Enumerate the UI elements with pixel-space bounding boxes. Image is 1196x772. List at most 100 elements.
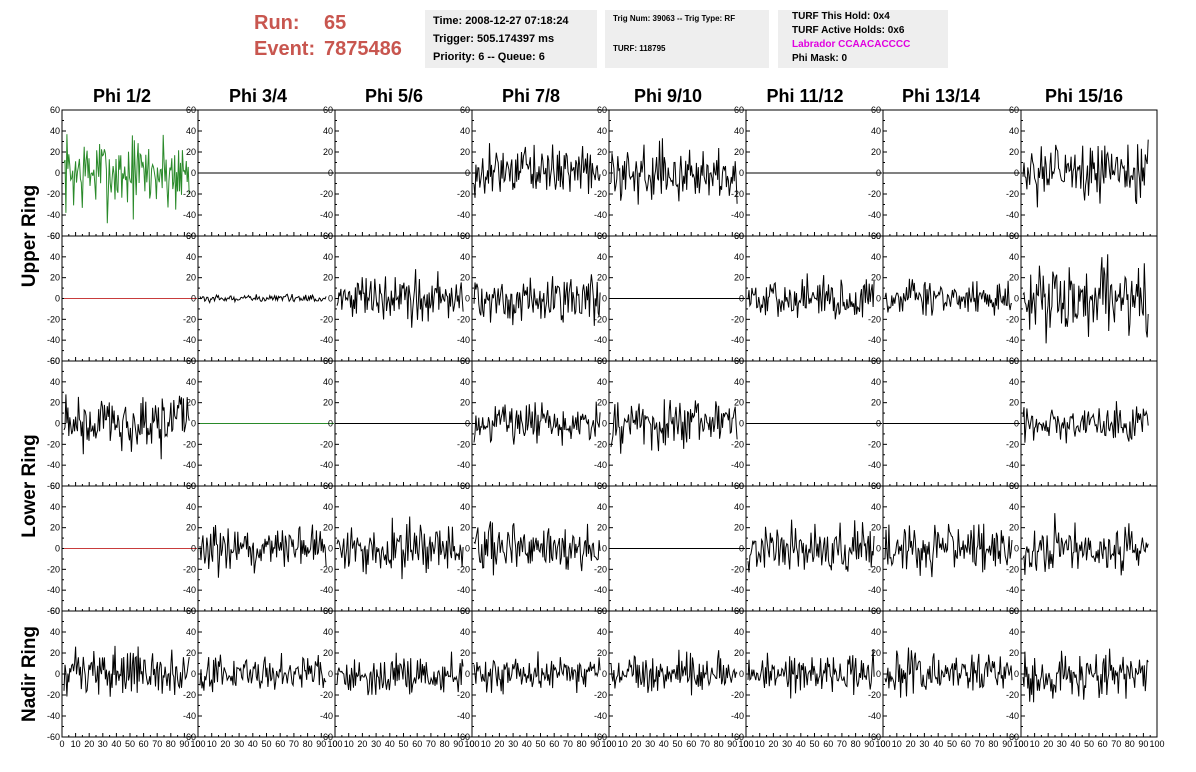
y-tick-label: 60 bbox=[1009, 231, 1019, 241]
y-tick-label: 20 bbox=[734, 273, 744, 283]
x-tick-label: 60 bbox=[1098, 739, 1108, 749]
column-header-phi-1-2: Phi 1/2 bbox=[92, 86, 152, 106]
x-tick-label: 60 bbox=[275, 739, 285, 749]
y-tick-label: -60 bbox=[47, 481, 60, 491]
y-tick-label: 20 bbox=[1009, 523, 1019, 533]
y-tick-label: 60 bbox=[597, 231, 607, 241]
x-tick-label: 90 bbox=[864, 739, 874, 749]
y-tick-label: 0 bbox=[191, 168, 196, 178]
y-tick-label: -60 bbox=[731, 732, 744, 742]
y-tick-label: 20 bbox=[871, 523, 881, 533]
y-tick-label: 0 bbox=[55, 419, 60, 429]
y-tick-label: 60 bbox=[460, 231, 470, 241]
y-tick-label: 0 bbox=[602, 419, 607, 429]
y-tick-label: 60 bbox=[734, 481, 744, 491]
column-header-phi-15-16: Phi 15/16 bbox=[1044, 86, 1124, 106]
time-info-box: Time: 2008-12-27 07:18:24 Trigger: 505.1… bbox=[425, 10, 597, 68]
y-tick-label: -20 bbox=[594, 690, 607, 700]
y-tick-label: 60 bbox=[323, 356, 333, 366]
column-header-phi-9-10: Phi 9/10 bbox=[633, 86, 703, 106]
y-tick-label: -20 bbox=[183, 189, 196, 199]
x-tick-label: 70 bbox=[289, 739, 299, 749]
y-tick-label: 40 bbox=[460, 126, 470, 136]
waveform-trace bbox=[1022, 254, 1149, 344]
y-tick-label: 20 bbox=[734, 398, 744, 408]
y-tick-label: 0 bbox=[55, 544, 60, 554]
y-tick-label: -20 bbox=[320, 439, 333, 449]
x-tick-label: 70 bbox=[837, 739, 847, 749]
y-tick-label: 0 bbox=[739, 669, 744, 679]
x-tick-label: 20 bbox=[768, 739, 778, 749]
column-header-phi-3-4: Phi 3/4 bbox=[228, 86, 288, 106]
y-tick-label: -40 bbox=[457, 460, 470, 470]
waveform-trace bbox=[473, 521, 601, 576]
y-tick-label: -20 bbox=[457, 189, 470, 199]
y-tick-label: 40 bbox=[323, 252, 333, 262]
x-tick-label: 70 bbox=[975, 739, 985, 749]
y-tick-label: -40 bbox=[320, 335, 333, 345]
y-tick-label: 60 bbox=[871, 481, 881, 491]
x-tick-label: 50 bbox=[125, 739, 135, 749]
x-tick-label: 70 bbox=[426, 739, 436, 749]
y-tick-label: 0 bbox=[191, 669, 196, 679]
trigger-text: Trigger: 505.174397 ms bbox=[433, 33, 555, 45]
y-tick-label: -40 bbox=[47, 210, 60, 220]
waveform-trace bbox=[473, 143, 601, 198]
y-tick-label: 0 bbox=[1014, 669, 1019, 679]
y-tick-label: -20 bbox=[183, 439, 196, 449]
y-tick-label: 40 bbox=[50, 252, 60, 262]
x-tick-label: 100 bbox=[875, 739, 890, 749]
x-tick-label: 20 bbox=[631, 739, 641, 749]
y-tick-label: 60 bbox=[597, 105, 607, 115]
waveform-trace bbox=[747, 519, 875, 573]
y-tick-label: 40 bbox=[50, 377, 60, 387]
x-tick-label: 10 bbox=[344, 739, 354, 749]
y-tick-label: -40 bbox=[457, 335, 470, 345]
y-tick-label: -20 bbox=[457, 439, 470, 449]
y-tick-label: 40 bbox=[460, 627, 470, 637]
waveform-trace bbox=[610, 138, 738, 205]
column-header-phi-5-6: Phi 5/6 bbox=[364, 86, 424, 106]
x-tick-label: 50 bbox=[261, 739, 271, 749]
y-tick-label: -40 bbox=[183, 460, 196, 470]
y-tick-label: 0 bbox=[465, 168, 470, 178]
y-tick-label: -20 bbox=[47, 690, 60, 700]
y-tick-label: 0 bbox=[876, 168, 881, 178]
y-tick-label: -20 bbox=[731, 439, 744, 449]
y-tick-label: 40 bbox=[1009, 126, 1019, 136]
y-tick-label: 60 bbox=[323, 481, 333, 491]
y-tick-label: 60 bbox=[734, 356, 744, 366]
y-tick-label: 20 bbox=[597, 273, 607, 283]
x-tick-label: 40 bbox=[248, 739, 258, 749]
y-tick-label: 0 bbox=[876, 294, 881, 304]
x-tick-label: 50 bbox=[535, 739, 545, 749]
waveform-trace bbox=[473, 651, 601, 695]
y-tick-label: -40 bbox=[594, 210, 607, 220]
y-tick-label: 20 bbox=[50, 648, 60, 658]
y-tick-label: 20 bbox=[323, 398, 333, 408]
y-tick-label: 40 bbox=[871, 627, 881, 637]
y-tick-label: 40 bbox=[1009, 627, 1019, 637]
y-tick-label: -20 bbox=[594, 439, 607, 449]
y-tick-label: 60 bbox=[50, 356, 60, 366]
y-tick-label: 60 bbox=[186, 105, 196, 115]
y-tick-label: 40 bbox=[50, 502, 60, 512]
waveform-trace bbox=[884, 278, 1013, 316]
y-tick-label: -20 bbox=[868, 439, 881, 449]
y-tick-label: -60 bbox=[47, 606, 60, 616]
x-tick-label: 0 bbox=[606, 739, 611, 749]
waveform-trace bbox=[336, 651, 464, 696]
y-tick-label: -60 bbox=[457, 732, 470, 742]
y-tick-label: -40 bbox=[868, 460, 881, 470]
waveform-trace bbox=[747, 273, 875, 320]
x-tick-label: 40 bbox=[796, 739, 806, 749]
x-tick-label: 40 bbox=[385, 739, 395, 749]
waveform-panel bbox=[1020, 109, 1158, 237]
y-tick-label: 60 bbox=[323, 231, 333, 241]
x-tick-label: 90 bbox=[316, 739, 326, 749]
y-tick-label: 0 bbox=[602, 294, 607, 304]
y-tick-label: 40 bbox=[597, 502, 607, 512]
y-tick-label: 60 bbox=[50, 606, 60, 616]
y-tick-label: 0 bbox=[739, 419, 744, 429]
x-tick-label: 100 bbox=[738, 739, 753, 749]
